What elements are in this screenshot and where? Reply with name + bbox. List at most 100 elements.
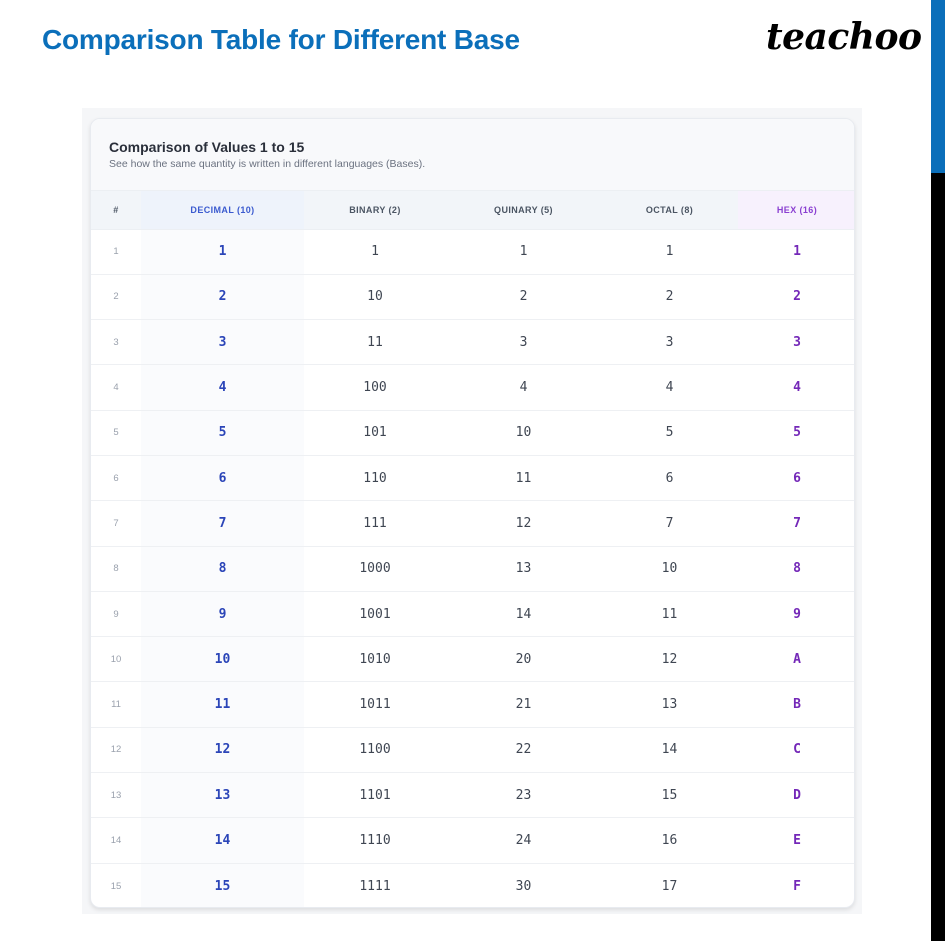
cell-decimal: 7 <box>141 500 304 547</box>
cell-quinary: 21 <box>446 681 601 728</box>
cell-octal: 4 <box>601 364 738 411</box>
base-comparison-table: # DECIMAL (10) BINARY (2) QUINARY (5) OC… <box>91 191 854 907</box>
cell-decimal: 12 <box>141 727 304 774</box>
cell-hex: A <box>738 636 854 683</box>
cell-hex: 4 <box>738 364 854 411</box>
cell-binary: 11 <box>304 319 446 366</box>
cell-hex: 6 <box>738 455 854 502</box>
cell-octal: 7 <box>601 500 738 547</box>
cell-index: 6 <box>91 455 141 502</box>
table-row: 4 4 100 4 4 4 <box>91 364 854 411</box>
cell-decimal: 8 <box>141 546 304 592</box>
cell-quinary: 10 <box>446 410 601 456</box>
cell-octal: 1 <box>601 229 738 275</box>
cell-decimal: 5 <box>141 410 304 456</box>
cell-quinary: 13 <box>446 546 601 592</box>
cell-octal: 3 <box>601 319 738 366</box>
comparison-card: Comparison of Values 1 to 15 See how the… <box>90 118 855 908</box>
side-dark-bar <box>931 173 945 941</box>
cell-hex: 3 <box>738 319 854 366</box>
cell-index: 15 <box>110 880 122 892</box>
table-row: 8 8 1000 13 10 8 <box>91 546 854 592</box>
cell-octal: 15 <box>601 772 738 819</box>
table-row: 5 5 101 10 5 5 <box>91 410 854 456</box>
cell-quinary: 23 <box>446 772 601 819</box>
cell-decimal: 1 <box>141 229 304 275</box>
cell-decimal: 2 <box>141 274 304 321</box>
table-row: 11 11 1011 21 13 B <box>91 681 854 728</box>
cell-decimal: 13 <box>141 772 304 819</box>
cell-index: 8 <box>91 546 141 592</box>
cell-decimal: 9 <box>141 591 304 638</box>
cell-binary: 1011 <box>304 681 446 728</box>
cell-binary: 1101 <box>304 772 446 819</box>
card-header: Comparison of Values 1 to 15 See how the… <box>91 119 854 191</box>
cell-hex: 2 <box>738 274 854 321</box>
cell-octal: 2 <box>601 274 738 321</box>
cell-decimal: 10 <box>141 636 304 683</box>
cell-octal: 17 <box>661 878 678 894</box>
cell-binary: 1110 <box>304 817 446 864</box>
cell-index: 4 <box>91 364 141 411</box>
cell-quinary: 20 <box>446 636 601 683</box>
cell-decimal: 11 <box>141 681 304 728</box>
cell-index: 2 <box>91 274 141 321</box>
cell-octal: 11 <box>601 591 738 638</box>
cell-binary: 1001 <box>304 591 446 638</box>
cell-quinary: 3 <box>446 319 601 366</box>
card-subtitle: See how the same quantity is written in … <box>109 158 426 170</box>
cell-binary: 100 <box>304 364 446 411</box>
cell-index: 9 <box>91 591 141 638</box>
card-title: Comparison of Values 1 to 15 <box>109 139 305 155</box>
table-row: 6 6 110 11 6 6 <box>91 455 854 502</box>
cell-hex: C <box>738 727 854 774</box>
column-header-binary: BINARY (2) <box>304 191 446 230</box>
cell-index: 11 <box>91 681 141 728</box>
cell-index: 14 <box>91 817 141 864</box>
cell-octal: 6 <box>601 455 738 502</box>
cell-quinary: 30 <box>515 878 532 894</box>
cell-binary: 1000 <box>304 546 446 592</box>
cell-quinary: 24 <box>446 817 601 864</box>
cell-octal: 13 <box>601 681 738 728</box>
cell-hex: E <box>738 817 854 864</box>
table-row: 12 12 1100 22 14 C <box>91 727 854 774</box>
cell-decimal: 3 <box>141 319 304 366</box>
table-row: 2 2 10 2 2 2 <box>91 274 854 321</box>
table-row: 7 7 111 12 7 7 <box>91 500 854 547</box>
page-title: Comparison Table for Different Base <box>42 24 520 55</box>
cell-binary: 1111 <box>359 878 391 894</box>
cell-octal: 10 <box>601 546 738 592</box>
cell-decimal: 4 <box>141 364 304 411</box>
cell-quinary: 11 <box>446 455 601 502</box>
cell-octal: 16 <box>601 817 738 864</box>
column-header-index: # <box>91 191 141 230</box>
cell-quinary: 22 <box>446 727 601 774</box>
side-accent-bar <box>931 0 945 173</box>
cell-index: 10 <box>91 636 141 683</box>
cell-index: 7 <box>91 500 141 547</box>
cell-hex: D <box>738 772 854 819</box>
cell-index: 13 <box>91 772 141 819</box>
cell-quinary: 14 <box>446 591 601 638</box>
table-header-row: # DECIMAL (10) BINARY (2) QUINARY (5) OC… <box>91 191 854 230</box>
cell-decimal: 15 <box>141 863 304 907</box>
cell-binary: 10 <box>304 274 446 321</box>
table-row: 14 14 1110 24 16 E <box>91 817 854 864</box>
cell-decimal: 14 <box>141 817 304 864</box>
table-row: 13 13 1101 23 15 D <box>91 772 854 819</box>
cell-quinary: 1 <box>446 229 601 275</box>
cell-octal: 12 <box>601 636 738 683</box>
cell-hex: 7 <box>738 500 854 547</box>
column-header-decimal: DECIMAL (10) <box>141 191 304 230</box>
cell-binary: 1 <box>304 229 446 275</box>
cell-index: 1 <box>91 229 141 275</box>
cell-hex: B <box>738 681 854 728</box>
cell-quinary: 2 <box>446 274 601 321</box>
cell-index: 12 <box>91 727 141 774</box>
cell-decimal: 6 <box>141 455 304 502</box>
cell-octal: 14 <box>601 727 738 774</box>
cell-quinary: 12 <box>446 500 601 547</box>
table-row: 9 9 1001 14 11 9 <box>91 591 854 638</box>
